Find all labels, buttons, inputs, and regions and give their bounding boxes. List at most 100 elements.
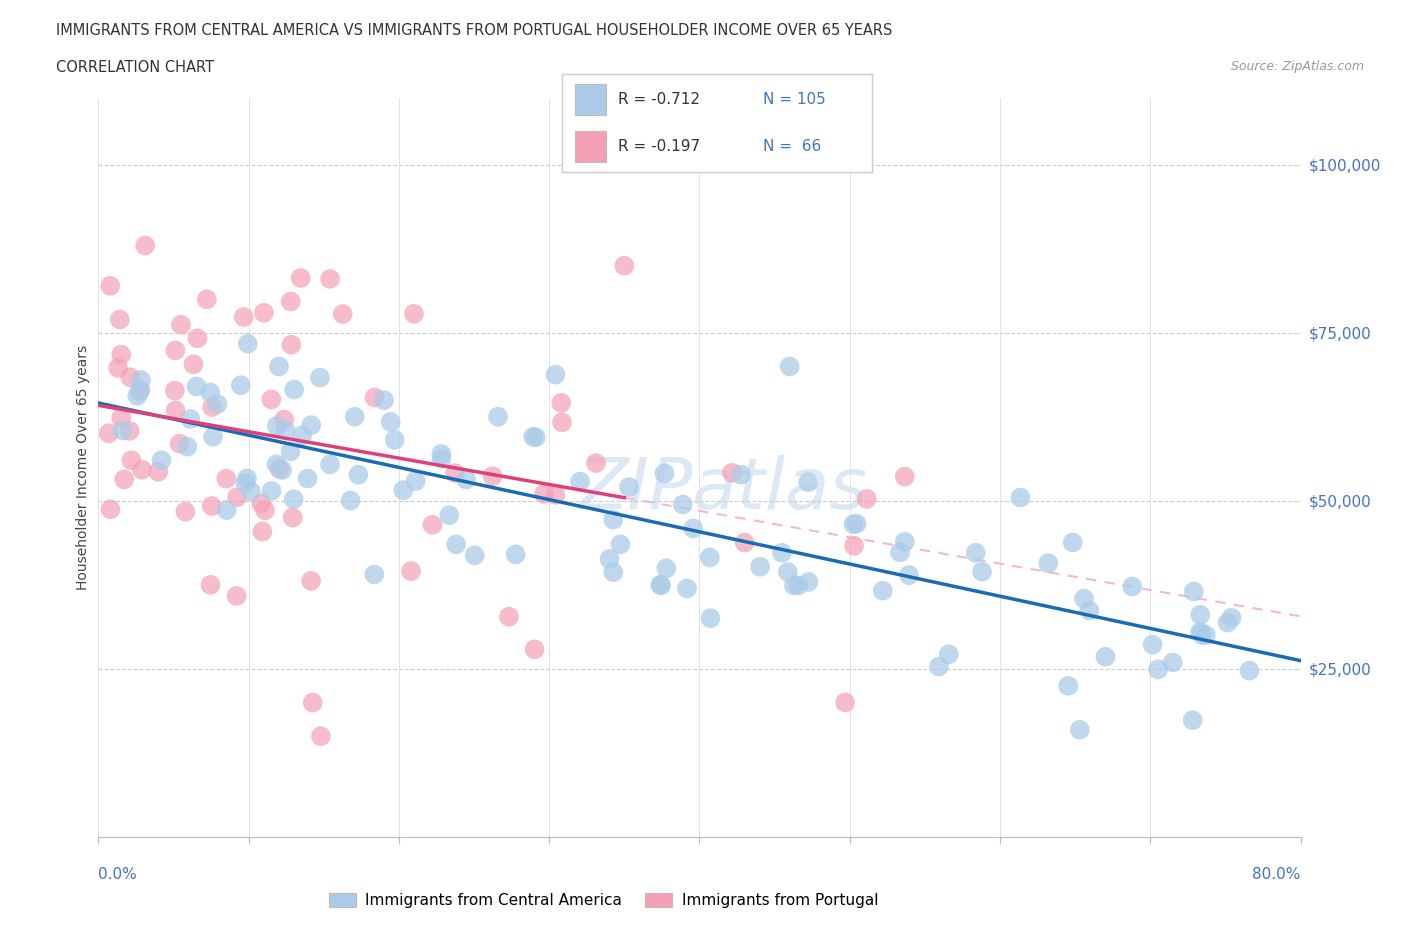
Point <box>148 464 170 479</box>
Point <box>266 457 288 472</box>
Point <box>855 491 877 506</box>
Point <box>131 462 153 477</box>
Point <box>280 338 302 352</box>
Text: N =  66: N = 66 <box>763 140 821 154</box>
Point <box>273 412 295 427</box>
Point <box>1057 678 1080 693</box>
Point <box>928 659 950 674</box>
Point <box>481 469 503 484</box>
Point <box>319 457 342 472</box>
Point <box>498 609 520 624</box>
Point <box>301 695 323 710</box>
Point <box>97 426 120 441</box>
Point <box>894 535 917 550</box>
Point <box>100 502 122 517</box>
Point <box>430 446 453 461</box>
Point <box>280 444 302 458</box>
Point <box>283 492 305 507</box>
Point <box>235 475 257 490</box>
Point <box>676 581 699 596</box>
Point <box>834 695 856 710</box>
Point <box>274 423 297 438</box>
Point <box>380 415 402 430</box>
Text: R = -0.712: R = -0.712 <box>619 92 700 107</box>
Point <box>550 395 572 410</box>
Point <box>444 466 467 481</box>
Point <box>405 473 427 488</box>
Point <box>112 472 135 486</box>
Point <box>486 409 509 424</box>
Point <box>655 561 678 576</box>
Point <box>332 307 354 322</box>
Point <box>1094 649 1116 664</box>
Point <box>283 382 305 397</box>
Point <box>544 487 567 502</box>
Text: 80.0%: 80.0% <box>1253 867 1301 882</box>
Point <box>783 578 806 592</box>
Point <box>226 490 249 505</box>
Point <box>363 567 385 582</box>
Point <box>842 538 865 553</box>
Point <box>200 578 222 592</box>
Point <box>225 589 247 604</box>
Point <box>1182 584 1205 599</box>
Point <box>1147 662 1170 677</box>
Point <box>266 418 288 433</box>
Point <box>613 259 636 273</box>
Point <box>252 525 274 539</box>
Point <box>650 578 672 592</box>
Point <box>111 423 134 438</box>
Text: CORRELATION CHART: CORRELATION CHART <box>56 60 214 75</box>
Point <box>118 423 141 438</box>
Point <box>721 465 744 480</box>
Point <box>207 396 229 411</box>
Point <box>290 271 312 286</box>
Point <box>970 565 993 579</box>
Point <box>1216 615 1239 630</box>
Point <box>569 474 592 489</box>
Point <box>186 379 208 394</box>
Point <box>195 292 218 307</box>
Point <box>1069 723 1091 737</box>
Point <box>200 385 222 400</box>
Point <box>215 472 238 486</box>
Point <box>269 461 291 476</box>
Point <box>779 359 801 374</box>
Point <box>1142 637 1164 652</box>
Text: N = 105: N = 105 <box>763 92 827 107</box>
Point <box>163 383 186 398</box>
Point <box>1073 591 1095 606</box>
Point <box>1239 663 1261 678</box>
Point <box>291 428 314 443</box>
Point <box>179 412 201 427</box>
Point <box>1010 490 1032 505</box>
Point <box>280 294 302 309</box>
Point <box>108 312 131 327</box>
Point <box>319 272 342 286</box>
Point <box>422 517 444 532</box>
Point <box>250 496 273 511</box>
Point <box>845 516 868 531</box>
Point <box>505 547 527 562</box>
Point <box>165 343 187 358</box>
Point <box>384 432 406 447</box>
Point <box>776 565 799 579</box>
Point <box>120 453 142 468</box>
Point <box>150 453 173 468</box>
Point <box>585 456 607 471</box>
Point <box>343 409 366 424</box>
Point <box>176 439 198 454</box>
Point <box>734 535 756 550</box>
Point <box>898 567 921 582</box>
Point <box>120 370 142 385</box>
Point <box>232 310 254 325</box>
Point <box>399 564 422 578</box>
Point <box>523 642 546 657</box>
Point <box>654 466 676 481</box>
Point <box>1189 607 1212 622</box>
Point <box>699 550 721 565</box>
Point <box>522 430 544 445</box>
Point <box>842 517 865 532</box>
Point <box>339 493 361 508</box>
Point <box>965 545 987 560</box>
